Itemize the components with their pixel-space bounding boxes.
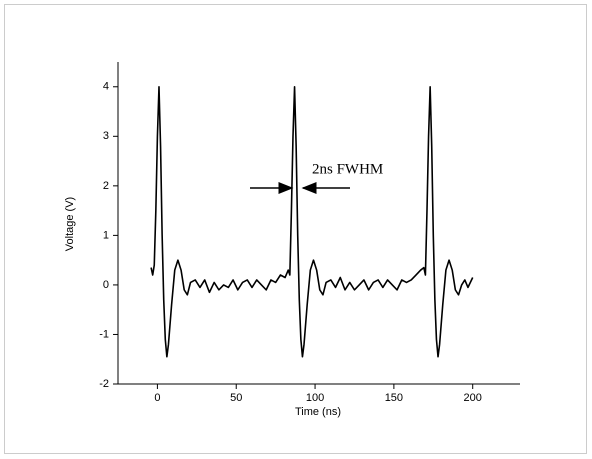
x-axis-label: Time (ns) [295,406,341,418]
x-tick-label: 100 [306,392,324,404]
y-tick-label: -2 [99,378,109,390]
y-tick-label: 1 [103,229,109,241]
x-tick-label: 50 [230,392,242,404]
annotation: 2ns FWHM [312,161,383,177]
y-tick-label: 2 [103,180,109,192]
data-line [150,85,474,358]
x-tick-label: 0 [154,392,160,404]
y-tick-label: 0 [103,279,109,291]
x-tick-label: 200 [464,392,482,404]
frame [4,4,587,454]
y-tick-label: -1 [99,328,109,340]
x-tick-label: 150 [385,392,403,404]
y-tick-label: 3 [103,130,109,142]
y-axis-label: Voltage (V) [64,197,76,251]
y-tick-label: 4 [103,81,109,93]
